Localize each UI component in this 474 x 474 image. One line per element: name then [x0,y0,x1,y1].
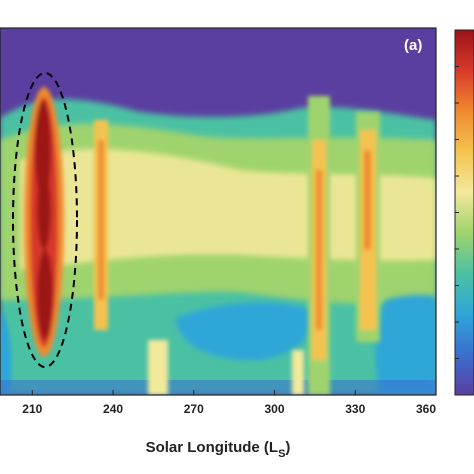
x-axis-ticks: 210 240 270 300 330 360 [22,390,437,416]
heatmap-region-blue-pocket [175,302,313,361]
dust-storm-core [24,87,64,357]
x-tick-label: 300 [265,402,285,416]
colorbar-ticks [455,29,459,396]
colorbar [454,29,474,396]
heatmap-plot-area [0,28,436,395]
plot-frame [0,27,437,396]
x-tick-label: 210 [22,402,42,416]
band-334 [356,112,380,342]
x-tick-label: 330 [345,402,365,416]
x-tick-label: 270 [184,402,204,416]
x-tick-label: 240 [103,402,123,416]
heatmap-region-yellow [20,149,436,270]
x-tick-label: 360 [416,402,436,416]
band-lower [148,340,304,395]
heatmap-region-blue-right [375,295,436,395]
dust-storm-annotation-ellipse [12,72,78,368]
band-318 [308,96,330,395]
colorbar-gradient [455,30,474,395]
heatmap-region-blue-left [0,310,12,395]
panel-label: (a) [404,37,422,54]
band-240 [94,120,108,330]
x-axis-title: Solar Longitude (LS) [146,439,291,460]
